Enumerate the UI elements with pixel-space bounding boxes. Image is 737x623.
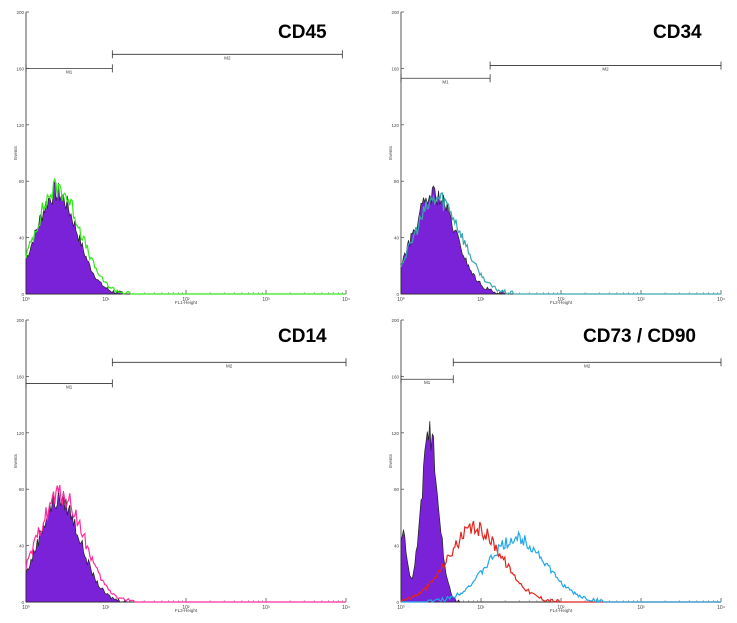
y-tick-label: 160: [16, 66, 24, 71]
panel-title: CD14: [278, 326, 327, 347]
y-tick-label: 160: [391, 374, 399, 379]
x-axis-label: FL2-Height: [550, 300, 573, 305]
marker-gate-label: M2: [226, 363, 233, 368]
x-axis-label: FL4-Height: [550, 608, 573, 613]
y-tick-label: 120: [16, 123, 24, 128]
x-axis-label: FL3-Height: [175, 608, 198, 613]
histogram-panel-cd14: 0 40 80 120 160 200 Events 10⁰ 10¹ 10² 10³ 10⁴ FL3-H…: [13, 318, 350, 613]
y-tick-label: 0: [21, 292, 24, 297]
histogram-plot-cd45: 0 40 80 120 160 200 Events 10⁰ 10¹ 10² 10³ 10⁴ FL1-H…: [13, 10, 350, 305]
x-tick-label: 10³: [637, 605, 645, 611]
y-tick-label: 120: [391, 123, 399, 128]
x-tick-label: 10²: [557, 297, 565, 303]
isotype-histogram: [25, 181, 346, 295]
x-tick-label: 10³: [637, 297, 645, 303]
marker-gate-label: M1: [442, 79, 449, 84]
y-tick-label: 80: [19, 487, 25, 492]
y-tick-label: 200: [391, 10, 399, 15]
histogram-panel-cd73-cd90: 0 40 80 120 160 200 Events 10⁰ 10¹ 10² 10³ 10⁴ FL4-H…: [388, 318, 725, 613]
x-tick-label: 10¹: [102, 605, 110, 611]
x-tick-label: 10⁴: [342, 297, 350, 303]
marker-gate-label: M2: [602, 67, 609, 72]
y-tick-label: 80: [394, 487, 400, 492]
y-tick-label: 160: [391, 66, 399, 71]
y-tick-label: 0: [396, 600, 399, 605]
histogram-panel-cd45: 0 40 80 120 160 200 Events 10⁰ 10¹ 10² 10³ 10⁴ FL1-H…: [13, 10, 350, 305]
marker-histogram-marker-outline: [400, 192, 721, 295]
y-tick-label: 40: [19, 544, 25, 549]
marker-histogram-marker-outline: [25, 177, 346, 295]
isotype-histogram: [25, 490, 346, 603]
histogram-plot-cd73-cd90: 0 40 80 120 160 200 Events 10⁰ 10¹ 10² 10³ 10⁴ FL4-H…: [388, 318, 725, 613]
x-tick-label: 10³: [262, 605, 270, 611]
x-axis-label: FL1-Height: [175, 300, 198, 305]
x-tick-label: 10⁰: [22, 297, 30, 303]
x-tick-label: 10²: [182, 297, 190, 303]
x-tick-label: 10⁰: [397, 297, 405, 303]
y-tick-label: 40: [394, 236, 400, 241]
y-axis-label: Events: [13, 453, 18, 468]
x-tick-label: 10³: [262, 297, 270, 303]
x-tick-label: 10⁴: [717, 297, 725, 303]
y-tick-label: 120: [16, 431, 24, 436]
marker-gate-label: M2: [584, 363, 591, 368]
x-tick-label: 10⁰: [397, 605, 405, 611]
x-tick-label: 10¹: [102, 297, 110, 303]
isotype-histogram: [400, 421, 721, 603]
y-tick-label: 200: [16, 318, 24, 323]
y-tick-label: 200: [16, 10, 24, 15]
x-tick-label: 10¹: [477, 297, 485, 303]
y-tick-label: 200: [391, 318, 399, 323]
marker-gate-label: M1: [66, 69, 73, 74]
y-tick-label: 40: [394, 544, 400, 549]
y-axis-label: Events: [388, 453, 393, 468]
marker-histogram-CD90-outline: [401, 530, 721, 604]
x-tick-label: 10¹: [477, 605, 485, 611]
x-tick-label: 10²: [557, 605, 565, 611]
histogram-plot-cd14: 0 40 80 120 160 200 Events 10⁰ 10¹ 10² 10³ 10⁴ FL3-H…: [13, 318, 350, 613]
y-axis-label: Events: [13, 145, 18, 160]
x-tick-label: 10⁴: [717, 605, 725, 611]
y-tick-label: 80: [19, 179, 25, 184]
marker-gate-label: M1: [66, 384, 73, 389]
y-tick-label: 0: [396, 292, 399, 297]
y-tick-label: 40: [19, 236, 25, 241]
x-tick-label: 10⁰: [22, 605, 30, 611]
marker-gate-label: M2: [224, 55, 231, 60]
marker-histogram-marker-outline: [25, 484, 346, 603]
y-axis-label: Events: [388, 145, 393, 160]
marker-gate-label: M1: [424, 380, 431, 385]
panel-title: CD73 / CD90: [583, 326, 696, 347]
panel-title: CD34: [653, 22, 702, 43]
histogram-plot-cd34: 0 40 80 120 160 200 Events 10⁰ 10¹ 10² 10³ 10⁴ FL2-H…: [388, 10, 725, 305]
y-tick-label: 160: [16, 374, 24, 379]
y-tick-label: 120: [391, 431, 399, 436]
histogram-panel-cd34: 0 40 80 120 160 200 Events 10⁰ 10¹ 10² 10³ 10⁴ FL2-H…: [388, 10, 725, 305]
y-tick-label: 80: [394, 179, 400, 184]
isotype-histogram: [400, 185, 721, 295]
panel-title: CD45: [278, 22, 327, 43]
y-tick-label: 0: [21, 600, 24, 605]
x-tick-label: 10⁴: [342, 605, 350, 611]
x-tick-label: 10²: [182, 605, 190, 611]
